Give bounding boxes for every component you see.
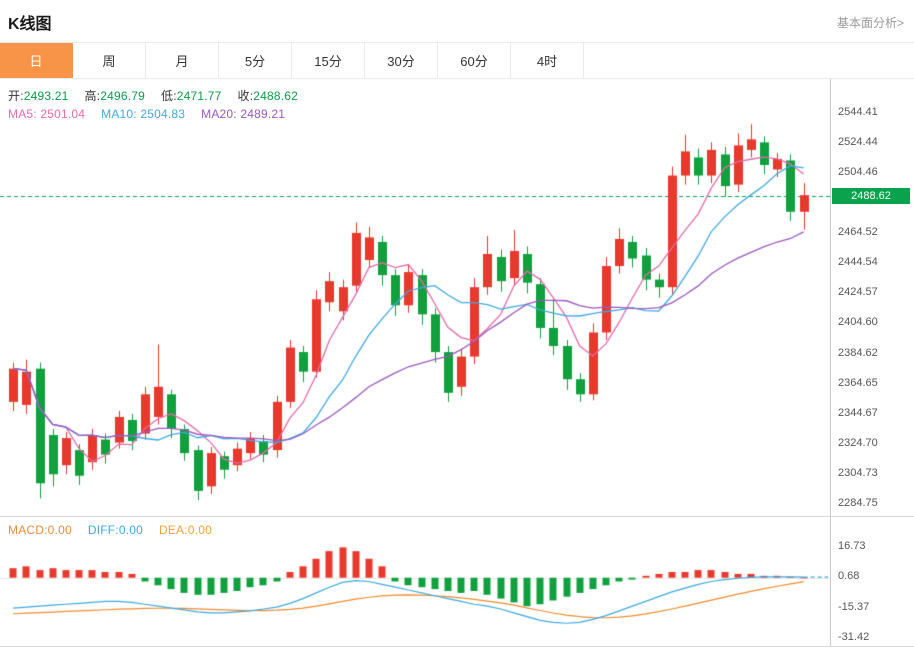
page-title: K线图 (8, 16, 52, 33)
macd-info: MACD:0.00 (8, 523, 72, 537)
interval-tabs: 日周月 5分 15分 30分 60分 4时 (0, 42, 914, 79)
header: K线图 基本面分析> (0, 0, 914, 42)
macd-chart-canvas[interactable] (0, 517, 830, 646)
dea-info: DEA:0.00 (158, 523, 212, 537)
price-axis-label: 2544.41 (838, 105, 878, 118)
high-info: 高:2496.79 (84, 89, 146, 103)
chart-section: 开:2493.21 高:2496.79 低:2471.77 收:2488.62 MA5… (0, 79, 914, 647)
price-axis-label: 2324.70 (838, 437, 878, 450)
ma-info-row: MA5: 2501.04 MA10: 2504.83 MA20: 2489.21 (8, 107, 285, 121)
tab-月[interactable]: 月 (146, 43, 219, 78)
tab-5分[interactable]: 5分 (219, 43, 292, 78)
price-axis-label: 2304.73 (838, 467, 878, 480)
close-info: 收:2488.62 (237, 89, 299, 103)
candlestick-chart-canvas[interactable] (0, 79, 830, 515)
diff-info: DIFF:0.00 (87, 523, 143, 537)
price-axis-label: 2384.62 (838, 346, 878, 359)
tab-60分[interactable]: 60分 (438, 43, 511, 78)
macd-info-row: MACD:0.00 DIFF:0.00 DEA:0.00 (8, 523, 212, 537)
tab-周[interactable]: 周 (73, 43, 146, 78)
price-axis-label: 2364.65 (838, 376, 878, 389)
macd-axis-label: 0.68 (838, 570, 860, 583)
macd-axis-label: -15.37 (838, 600, 870, 613)
main-price-axis: 2544.41 2524.44 2504.46 2464.52 2444.54 2424.… (830, 79, 914, 516)
macd-axis-label: 16.73 (838, 539, 866, 552)
tab-4时[interactable]: 4时 (511, 43, 584, 78)
tab-30分[interactable]: 30分 (365, 43, 438, 78)
price-axis-label: 2444.54 (838, 256, 878, 269)
price-axis-label: 2284.75 (838, 497, 878, 510)
ma20-info: MA20: 2489.21 (201, 107, 286, 121)
fundamental-analysis-link[interactable]: 基本面分析> (836, 15, 904, 30)
ohlc-info-row: 开:2493.21 高:2496.79 低:2471.77 收:2488.62 (8, 87, 298, 104)
macd-axis-label: -31.42 (838, 631, 870, 644)
low-info: 低:2471.77 (161, 89, 222, 103)
tab-日[interactable]: 日 (0, 43, 73, 78)
ma10-info: MA10: 2504.83 (101, 107, 186, 121)
price-axis-label: 2404.60 (838, 316, 878, 329)
current-price-badge: 2488.62 (832, 187, 910, 204)
macd-pane: MACD:0.00 DIFF:0.00 DEA:0.00 (0, 516, 830, 646)
macd-value-axis: 16.73 0.68 -15.37 -31.42 (830, 516, 914, 646)
price-axis-label: 2464.52 (838, 226, 878, 239)
price-axis-label: 2344.67 (838, 406, 878, 419)
price-axis-label: 2524.44 (838, 135, 878, 148)
ma5-info: MA5: 2501.04 (8, 107, 86, 121)
open-info: 开:2493.21 (8, 89, 69, 103)
bottom-divider (0, 646, 914, 647)
main-chart-pane: 开:2493.21 高:2496.79 低:2471.77 收:2488.62 MA5… (0, 79, 830, 515)
price-axis-label: 2504.46 (838, 165, 878, 178)
tab-15分[interactable]: 15分 (292, 43, 365, 78)
price-axis-label: 2424.57 (838, 286, 878, 299)
